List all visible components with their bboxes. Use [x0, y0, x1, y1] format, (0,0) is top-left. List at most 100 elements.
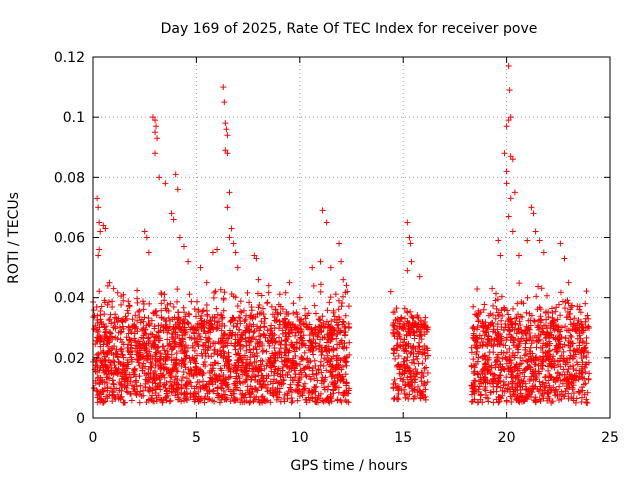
data-point [102, 329, 109, 336]
data-point [486, 363, 493, 370]
data-point [288, 394, 295, 401]
data-point [292, 332, 299, 339]
data-point [104, 301, 111, 308]
data-point [166, 385, 173, 392]
data-point [559, 298, 566, 305]
data-point [202, 350, 209, 357]
data-point [334, 352, 341, 359]
data-point [541, 374, 548, 381]
data-point [509, 321, 516, 328]
data-point [531, 397, 538, 404]
data-point [571, 326, 578, 333]
data-point [474, 285, 481, 292]
data-point [161, 297, 168, 304]
data-point [249, 351, 256, 358]
data-point [131, 324, 138, 331]
data-point [503, 397, 510, 404]
data-point [191, 368, 198, 375]
data-point [407, 308, 414, 315]
data-point [227, 388, 234, 395]
data-point [308, 339, 315, 346]
data-point [103, 364, 110, 371]
data-point [145, 249, 152, 256]
data-point [125, 347, 132, 354]
data-point [260, 347, 267, 354]
data-point [142, 327, 149, 334]
data-point [258, 309, 265, 316]
y-axis-label: ROTI / TECUs [6, 192, 22, 284]
data-point [216, 399, 223, 406]
data-point [226, 357, 233, 364]
data-point [473, 351, 480, 358]
data-point [543, 292, 550, 299]
data-point [414, 389, 421, 396]
data-point [499, 312, 506, 319]
data-point [421, 350, 428, 357]
data-point [244, 289, 251, 296]
data-point [131, 388, 138, 395]
data-point [122, 317, 129, 324]
data-point [306, 321, 313, 328]
data-point [559, 343, 566, 350]
data-point [182, 364, 189, 371]
data-point [100, 399, 107, 406]
data-point [517, 338, 524, 345]
data-point [424, 378, 431, 385]
data-point [155, 329, 162, 336]
data-point [234, 264, 241, 271]
data-point [296, 387, 303, 394]
data-point [313, 370, 320, 377]
data-point [340, 355, 347, 362]
data-point [315, 392, 322, 399]
data-point [585, 315, 592, 322]
data-point [145, 366, 152, 373]
data-point [139, 298, 146, 305]
data-point [536, 237, 543, 244]
data-point [561, 255, 568, 262]
data-point [212, 340, 219, 347]
data-point [197, 336, 204, 343]
data-point [562, 388, 569, 395]
data-point [577, 309, 584, 316]
data-point [157, 396, 164, 403]
data-point [93, 352, 100, 359]
data-point [100, 222, 107, 229]
data-point [178, 398, 185, 405]
data-point [268, 303, 275, 310]
data-point [573, 395, 580, 402]
data-point [95, 252, 102, 259]
data-point [96, 219, 103, 226]
data-point [473, 338, 480, 345]
data-point [95, 350, 102, 357]
data-point [553, 375, 560, 382]
data-point [285, 329, 292, 336]
data-point [147, 330, 154, 337]
data-point [97, 228, 104, 235]
data-point [215, 338, 222, 345]
data-point [169, 346, 176, 353]
data-point [539, 379, 546, 386]
data-point [555, 301, 562, 308]
data-point [236, 338, 243, 345]
data-point [225, 349, 232, 356]
data-point [145, 353, 152, 360]
data-point [149, 392, 156, 399]
data-point [267, 399, 274, 406]
data-point [390, 381, 397, 388]
data-point [481, 360, 488, 367]
data-point [569, 362, 576, 369]
data-point [100, 341, 107, 348]
data-point [268, 322, 275, 329]
data-point [261, 398, 268, 405]
data-point [481, 332, 488, 339]
data-point [239, 371, 246, 378]
data-point [182, 381, 189, 388]
data-point [311, 375, 318, 382]
data-point [408, 258, 415, 265]
data-point [159, 343, 166, 350]
data-point [243, 397, 250, 404]
data-point [557, 312, 564, 319]
data-point [174, 376, 181, 383]
data-point [536, 323, 543, 330]
data-point [390, 395, 397, 402]
